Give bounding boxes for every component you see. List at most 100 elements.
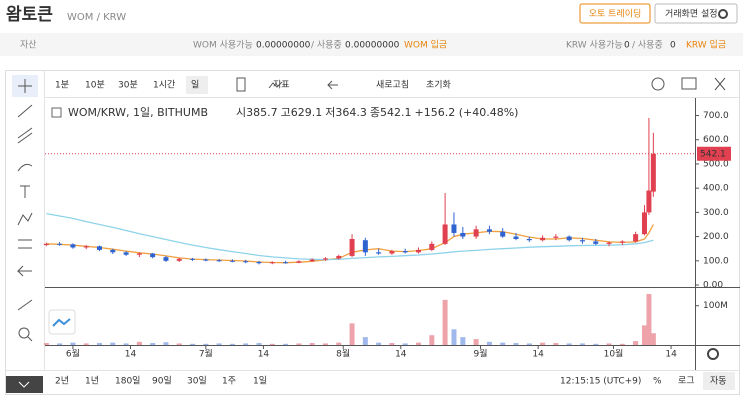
candle-body <box>229 260 235 262</box>
candle-icon[interactable] <box>236 77 246 92</box>
camera-icon[interactable] <box>681 77 697 90</box>
range-button[interactable]: 30일 <box>187 376 207 387</box>
volume-bar <box>540 342 546 345</box>
candle-body <box>513 236 519 239</box>
volume-bar <box>322 343 328 345</box>
legend-value: +156.2 (+40.48%) <box>415 106 519 119</box>
legend-value: 629.1 <box>291 106 323 119</box>
y-tick-label: 700.0 <box>703 111 729 121</box>
reset-button[interactable]: 초기화 <box>426 80 451 91</box>
x-tick-label: 6월 <box>66 348 80 360</box>
krw-deposit[interactable]: KRW 입금 <box>686 39 726 51</box>
candle-body <box>96 246 102 250</box>
volume-bar <box>349 323 355 345</box>
log-toggle[interactable]: 로그 <box>678 377 695 387</box>
auto-trading-button[interactable] <box>579 3 651 24</box>
candle-body <box>579 240 585 242</box>
range-button[interactable]: 90일 <box>152 376 172 387</box>
collapse-button[interactable] <box>6 376 43 393</box>
axis-settings-icon[interactable] <box>707 348 719 360</box>
candle-body <box>540 237 546 241</box>
y-tick-label: 400.0 <box>703 184 729 194</box>
candle-body <box>70 244 76 248</box>
wom-deposit[interactable]: WOM 입금 <box>404 39 447 51</box>
volume-bar <box>389 343 395 345</box>
asset-label: 자산 <box>20 40 37 51</box>
candle-body <box>256 262 262 264</box>
candle-body <box>442 224 448 244</box>
indicator-button[interactable]: 지표 <box>273 80 290 91</box>
krw-available: KRW 사용가능 <box>566 40 623 51</box>
settings-button[interactable] <box>654 3 738 24</box>
volume-bar <box>566 343 572 345</box>
volume-bar <box>376 342 382 345</box>
volume-bar <box>619 343 625 345</box>
legend-toggle[interactable] <box>51 107 62 118</box>
candle-body <box>500 231 506 237</box>
volume-bar <box>136 341 142 345</box>
fullscreen-icon[interactable] <box>714 77 726 91</box>
volume-bar <box>229 343 235 345</box>
volume-bar <box>442 299 448 345</box>
volume-bar <box>606 343 612 345</box>
volume-bar <box>216 343 222 345</box>
clock: 12:15:15 (UTC+9) <box>560 377 641 387</box>
volume-bar <box>429 335 435 345</box>
volume-bar <box>500 342 506 345</box>
range-button[interactable]: 2년 <box>55 376 69 387</box>
x-tick-label: 14 <box>125 350 137 360</box>
volume-bar <box>362 337 368 345</box>
candle-body <box>389 251 395 254</box>
volume-bar <box>402 343 408 345</box>
volume-bar <box>150 343 156 345</box>
range-button[interactable]: 1주 <box>222 376 236 387</box>
range-button[interactable]: 180일 <box>115 376 140 387</box>
refresh-button[interactable]: 새로고침 <box>376 80 409 91</box>
volume-bar <box>256 343 262 345</box>
candle-body <box>83 246 89 248</box>
candle-body <box>269 262 275 264</box>
percent-toggle[interactable]: % <box>653 377 662 387</box>
candle-body <box>486 229 492 232</box>
candle-body <box>460 232 466 237</box>
interval-button[interactable]: 일 <box>191 80 199 91</box>
wom-in-use-value: 0.00000000 <box>345 41 400 51</box>
y-tick-label: 300.0 <box>703 208 729 218</box>
volume-bar <box>269 343 275 345</box>
volume-bar <box>416 342 422 345</box>
volume-bar <box>57 343 63 345</box>
volume-bar <box>163 342 169 345</box>
coin-title: 왐토큰 <box>6 5 53 25</box>
range-button[interactable]: 1년 <box>85 376 99 387</box>
candle-body <box>43 243 49 246</box>
range-button[interactable]: 1일 <box>253 376 267 387</box>
candle-body <box>553 236 559 238</box>
balance-bar <box>0 33 743 56</box>
volume-bar <box>96 343 102 345</box>
volume-tick-label: 100M <box>703 301 728 311</box>
candle-body <box>451 224 457 233</box>
volume-bar <box>176 343 182 345</box>
candle-body <box>163 257 169 261</box>
volume-bar <box>336 342 342 345</box>
candle-body <box>362 240 368 253</box>
auto-toggle[interactable]: 자동 <box>710 376 727 387</box>
krw-in-use: / 사용중 <box>632 40 663 51</box>
volume-bar <box>646 293 652 345</box>
volume-bar <box>593 343 599 345</box>
last-price-tag <box>697 146 731 161</box>
candle-body <box>150 253 156 258</box>
legend-value: 고 <box>281 106 291 119</box>
wom-in-use: / 사용중 <box>311 40 342 51</box>
x-tick-label: 14 <box>395 350 407 360</box>
x-tick-label: 7월 <box>199 348 213 360</box>
interval-button[interactable]: 1분 <box>55 80 69 91</box>
y-tick-label: 100.0 <box>703 256 729 266</box>
volume-bar <box>309 343 315 345</box>
interval-button[interactable]: 30분 <box>118 80 138 91</box>
interval-button[interactable]: 1시간 <box>153 80 175 91</box>
settings-icon[interactable] <box>651 77 665 91</box>
undo-icon[interactable] <box>327 80 338 90</box>
interval-button[interactable]: 10분 <box>85 80 105 91</box>
